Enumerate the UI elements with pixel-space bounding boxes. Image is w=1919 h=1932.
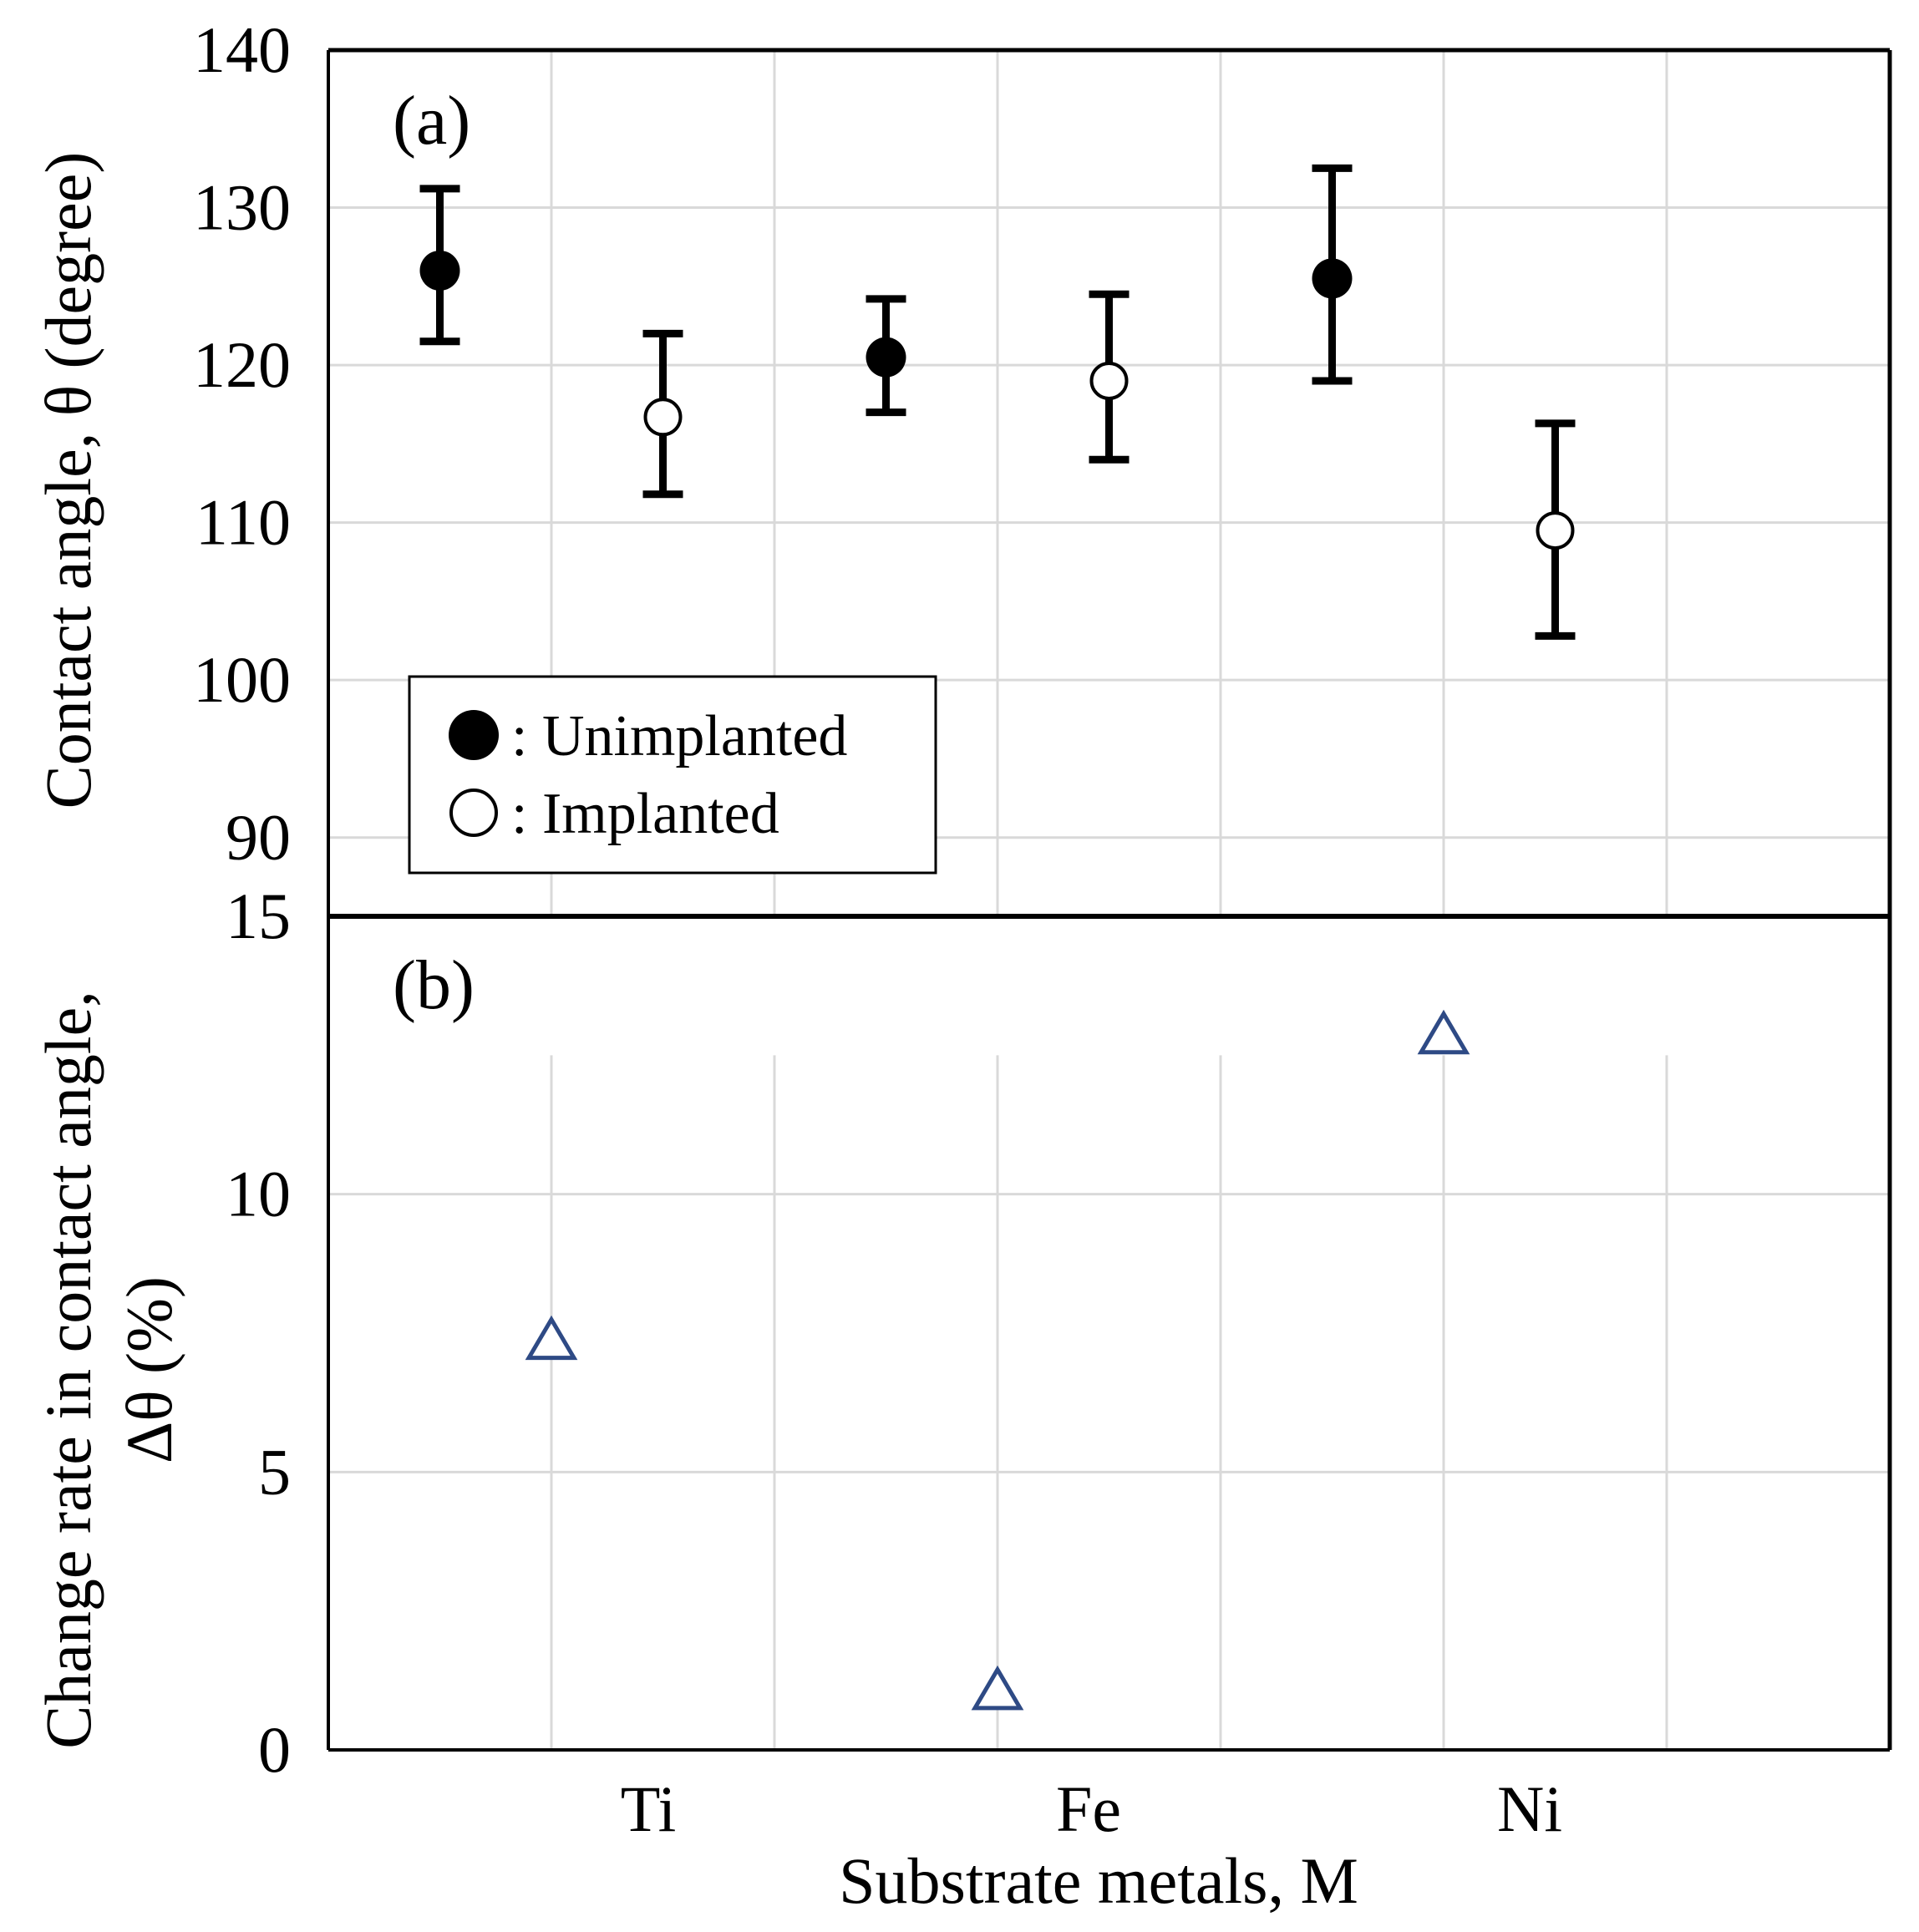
x-tick-ti: Ti [621, 1772, 677, 1845]
triangle-point-1 [971, 1665, 1024, 1711]
point-unimplanted-2 [1312, 258, 1353, 299]
point-unimplanted-1 [866, 337, 906, 378]
point-implanted-0 [643, 398, 683, 437]
legend-implanted-marker [449, 789, 498, 837]
triangle-point-0 [525, 1315, 578, 1361]
panel-b-ytick-15: 15 [226, 880, 291, 952]
panel-a-ytick-120: 120 [193, 328, 291, 401]
panel-b-ytick-5: 5 [258, 1435, 291, 1508]
point-unimplanted-0 [419, 250, 460, 291]
panel-b-label: (b) [393, 946, 475, 1024]
x-tick-ni: Ni [1497, 1772, 1562, 1845]
x-axis-title: Substrate metals, M [839, 1844, 1358, 1917]
legend: : Unimplanted : Implanted [408, 675, 937, 875]
legend-implanted-label: : Implanted [511, 782, 779, 846]
axes [327, 48, 1892, 1752]
legend-unimplanted-marker [449, 710, 499, 760]
grid-lines [328, 50, 1890, 1750]
legend-unimplanted-label: : Unimplanted [511, 704, 847, 768]
panel-b-ylabel-line1: Change rate in contact angle, [32, 991, 104, 1748]
x-tick-fe: Fe [1056, 1772, 1121, 1845]
panel-b-ylabel-line2: Δθ (%) [113, 1276, 185, 1463]
panel-a-ylabel: Contact angle, θ (degree) [32, 152, 104, 809]
data-marks [419, 164, 1576, 1711]
panel-a-ytick-110: 110 [195, 486, 291, 559]
legend-box [408, 675, 937, 875]
triangle-point-2 [1417, 1009, 1470, 1055]
point-implanted-1 [1089, 361, 1129, 400]
panel-a-ytick-140: 140 [193, 13, 291, 86]
panel-b-ytick-10: 10 [226, 1158, 291, 1230]
panel-a-ytick-130: 130 [193, 171, 291, 244]
tick-labels: 90 100 110 120 130 140 0 5 10 15 Ti Fe Ni [193, 13, 1562, 1845]
panel-b-ytick-0: 0 [258, 1713, 291, 1786]
panel-a-ytick-100: 100 [193, 643, 291, 716]
panel-a-label: (a) [393, 82, 470, 160]
point-implanted-2 [1536, 511, 1575, 550]
panel-a-ytick-90: 90 [226, 801, 291, 874]
